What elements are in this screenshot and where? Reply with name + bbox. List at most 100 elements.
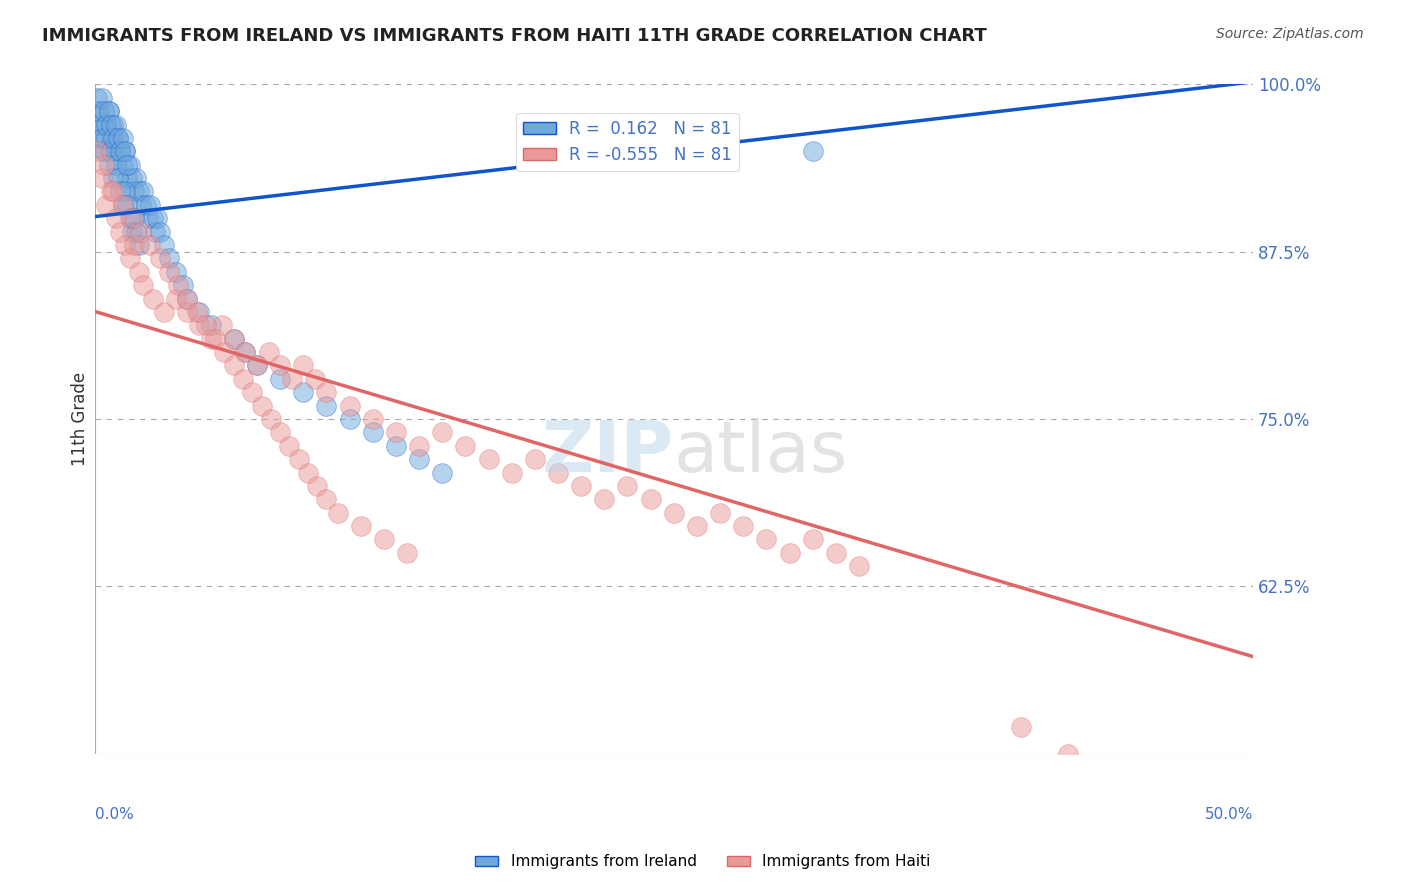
Point bbox=[115, 171, 138, 186]
Point bbox=[89, 104, 111, 119]
Point bbox=[176, 292, 198, 306]
Point bbox=[157, 252, 180, 266]
Point bbox=[122, 211, 145, 226]
Point bbox=[396, 546, 419, 560]
Point bbox=[246, 359, 269, 373]
Point bbox=[139, 198, 162, 212]
Point bbox=[165, 265, 187, 279]
Point bbox=[122, 185, 145, 199]
Point bbox=[547, 466, 569, 480]
Point bbox=[128, 238, 150, 252]
Point bbox=[385, 439, 408, 453]
Point bbox=[825, 546, 848, 560]
Point bbox=[136, 211, 159, 226]
Point bbox=[96, 118, 118, 132]
Point bbox=[408, 452, 430, 467]
Point bbox=[200, 332, 222, 346]
Point bbox=[93, 104, 115, 119]
Point bbox=[89, 118, 111, 132]
Point bbox=[278, 439, 301, 453]
Point bbox=[211, 318, 233, 333]
Point bbox=[501, 466, 523, 480]
Point bbox=[97, 104, 120, 119]
Point bbox=[454, 439, 477, 453]
Point bbox=[250, 399, 273, 413]
Point bbox=[569, 479, 592, 493]
Point bbox=[194, 318, 217, 333]
Point bbox=[96, 131, 118, 145]
Point bbox=[304, 372, 326, 386]
Point bbox=[121, 225, 143, 239]
Point bbox=[128, 265, 150, 279]
Point bbox=[103, 118, 125, 132]
Point bbox=[114, 238, 136, 252]
Point bbox=[125, 171, 148, 186]
Text: ZIP: ZIP bbox=[541, 418, 673, 487]
Point bbox=[129, 198, 152, 212]
Point bbox=[200, 318, 222, 333]
Point bbox=[118, 252, 141, 266]
Point bbox=[114, 145, 136, 159]
Text: 0.0%: 0.0% bbox=[94, 807, 134, 822]
Legend: R =  0.162   N = 81, R = -0.555   N = 81: R = 0.162 N = 81, R = -0.555 N = 81 bbox=[516, 113, 740, 170]
Point bbox=[232, 372, 254, 386]
Point bbox=[135, 198, 157, 212]
Point bbox=[297, 466, 319, 480]
Point bbox=[121, 211, 143, 226]
Point bbox=[122, 238, 145, 252]
Point bbox=[662, 506, 685, 520]
Point bbox=[100, 118, 122, 132]
Point bbox=[269, 372, 291, 386]
Point bbox=[115, 158, 138, 172]
Point bbox=[146, 211, 169, 226]
Point bbox=[755, 533, 778, 547]
Point bbox=[132, 185, 155, 199]
Point bbox=[339, 399, 361, 413]
Point bbox=[172, 278, 194, 293]
Point bbox=[96, 118, 118, 132]
Point bbox=[149, 225, 172, 239]
Point bbox=[233, 345, 256, 359]
Point bbox=[90, 131, 112, 145]
Point bbox=[733, 519, 755, 533]
Point bbox=[260, 412, 283, 426]
Point bbox=[115, 198, 138, 212]
Point bbox=[139, 238, 162, 252]
Point bbox=[110, 185, 132, 199]
Point bbox=[86, 104, 108, 119]
Point bbox=[90, 91, 112, 105]
Point bbox=[97, 158, 120, 172]
Point bbox=[307, 479, 329, 493]
Point bbox=[107, 131, 129, 145]
Point bbox=[165, 292, 187, 306]
Point bbox=[188, 318, 211, 333]
Text: 50.0%: 50.0% bbox=[1205, 807, 1253, 822]
Point bbox=[96, 198, 118, 212]
Point bbox=[90, 131, 112, 145]
Point bbox=[315, 385, 337, 400]
Point bbox=[110, 145, 132, 159]
Point bbox=[110, 225, 132, 239]
Point bbox=[292, 385, 315, 400]
Point bbox=[432, 425, 454, 440]
Point bbox=[432, 466, 454, 480]
Y-axis label: 11th Grade: 11th Grade bbox=[72, 372, 89, 466]
Point bbox=[385, 425, 408, 440]
Point bbox=[361, 425, 384, 440]
Text: IMMIGRANTS FROM IRELAND VS IMMIGRANTS FROM HAITI 11TH GRADE CORRELATION CHART: IMMIGRANTS FROM IRELAND VS IMMIGRANTS FR… bbox=[42, 27, 987, 45]
Point bbox=[97, 104, 120, 119]
Point bbox=[142, 211, 165, 226]
Point bbox=[128, 185, 150, 199]
Point bbox=[373, 533, 395, 547]
Point bbox=[204, 332, 226, 346]
Point bbox=[111, 131, 134, 145]
Point bbox=[93, 158, 115, 172]
Point bbox=[100, 131, 122, 145]
Point bbox=[129, 225, 152, 239]
Point bbox=[110, 145, 132, 159]
Point bbox=[616, 479, 638, 493]
Point bbox=[107, 131, 129, 145]
Point bbox=[86, 91, 108, 105]
Point bbox=[100, 185, 122, 199]
Point bbox=[103, 185, 125, 199]
